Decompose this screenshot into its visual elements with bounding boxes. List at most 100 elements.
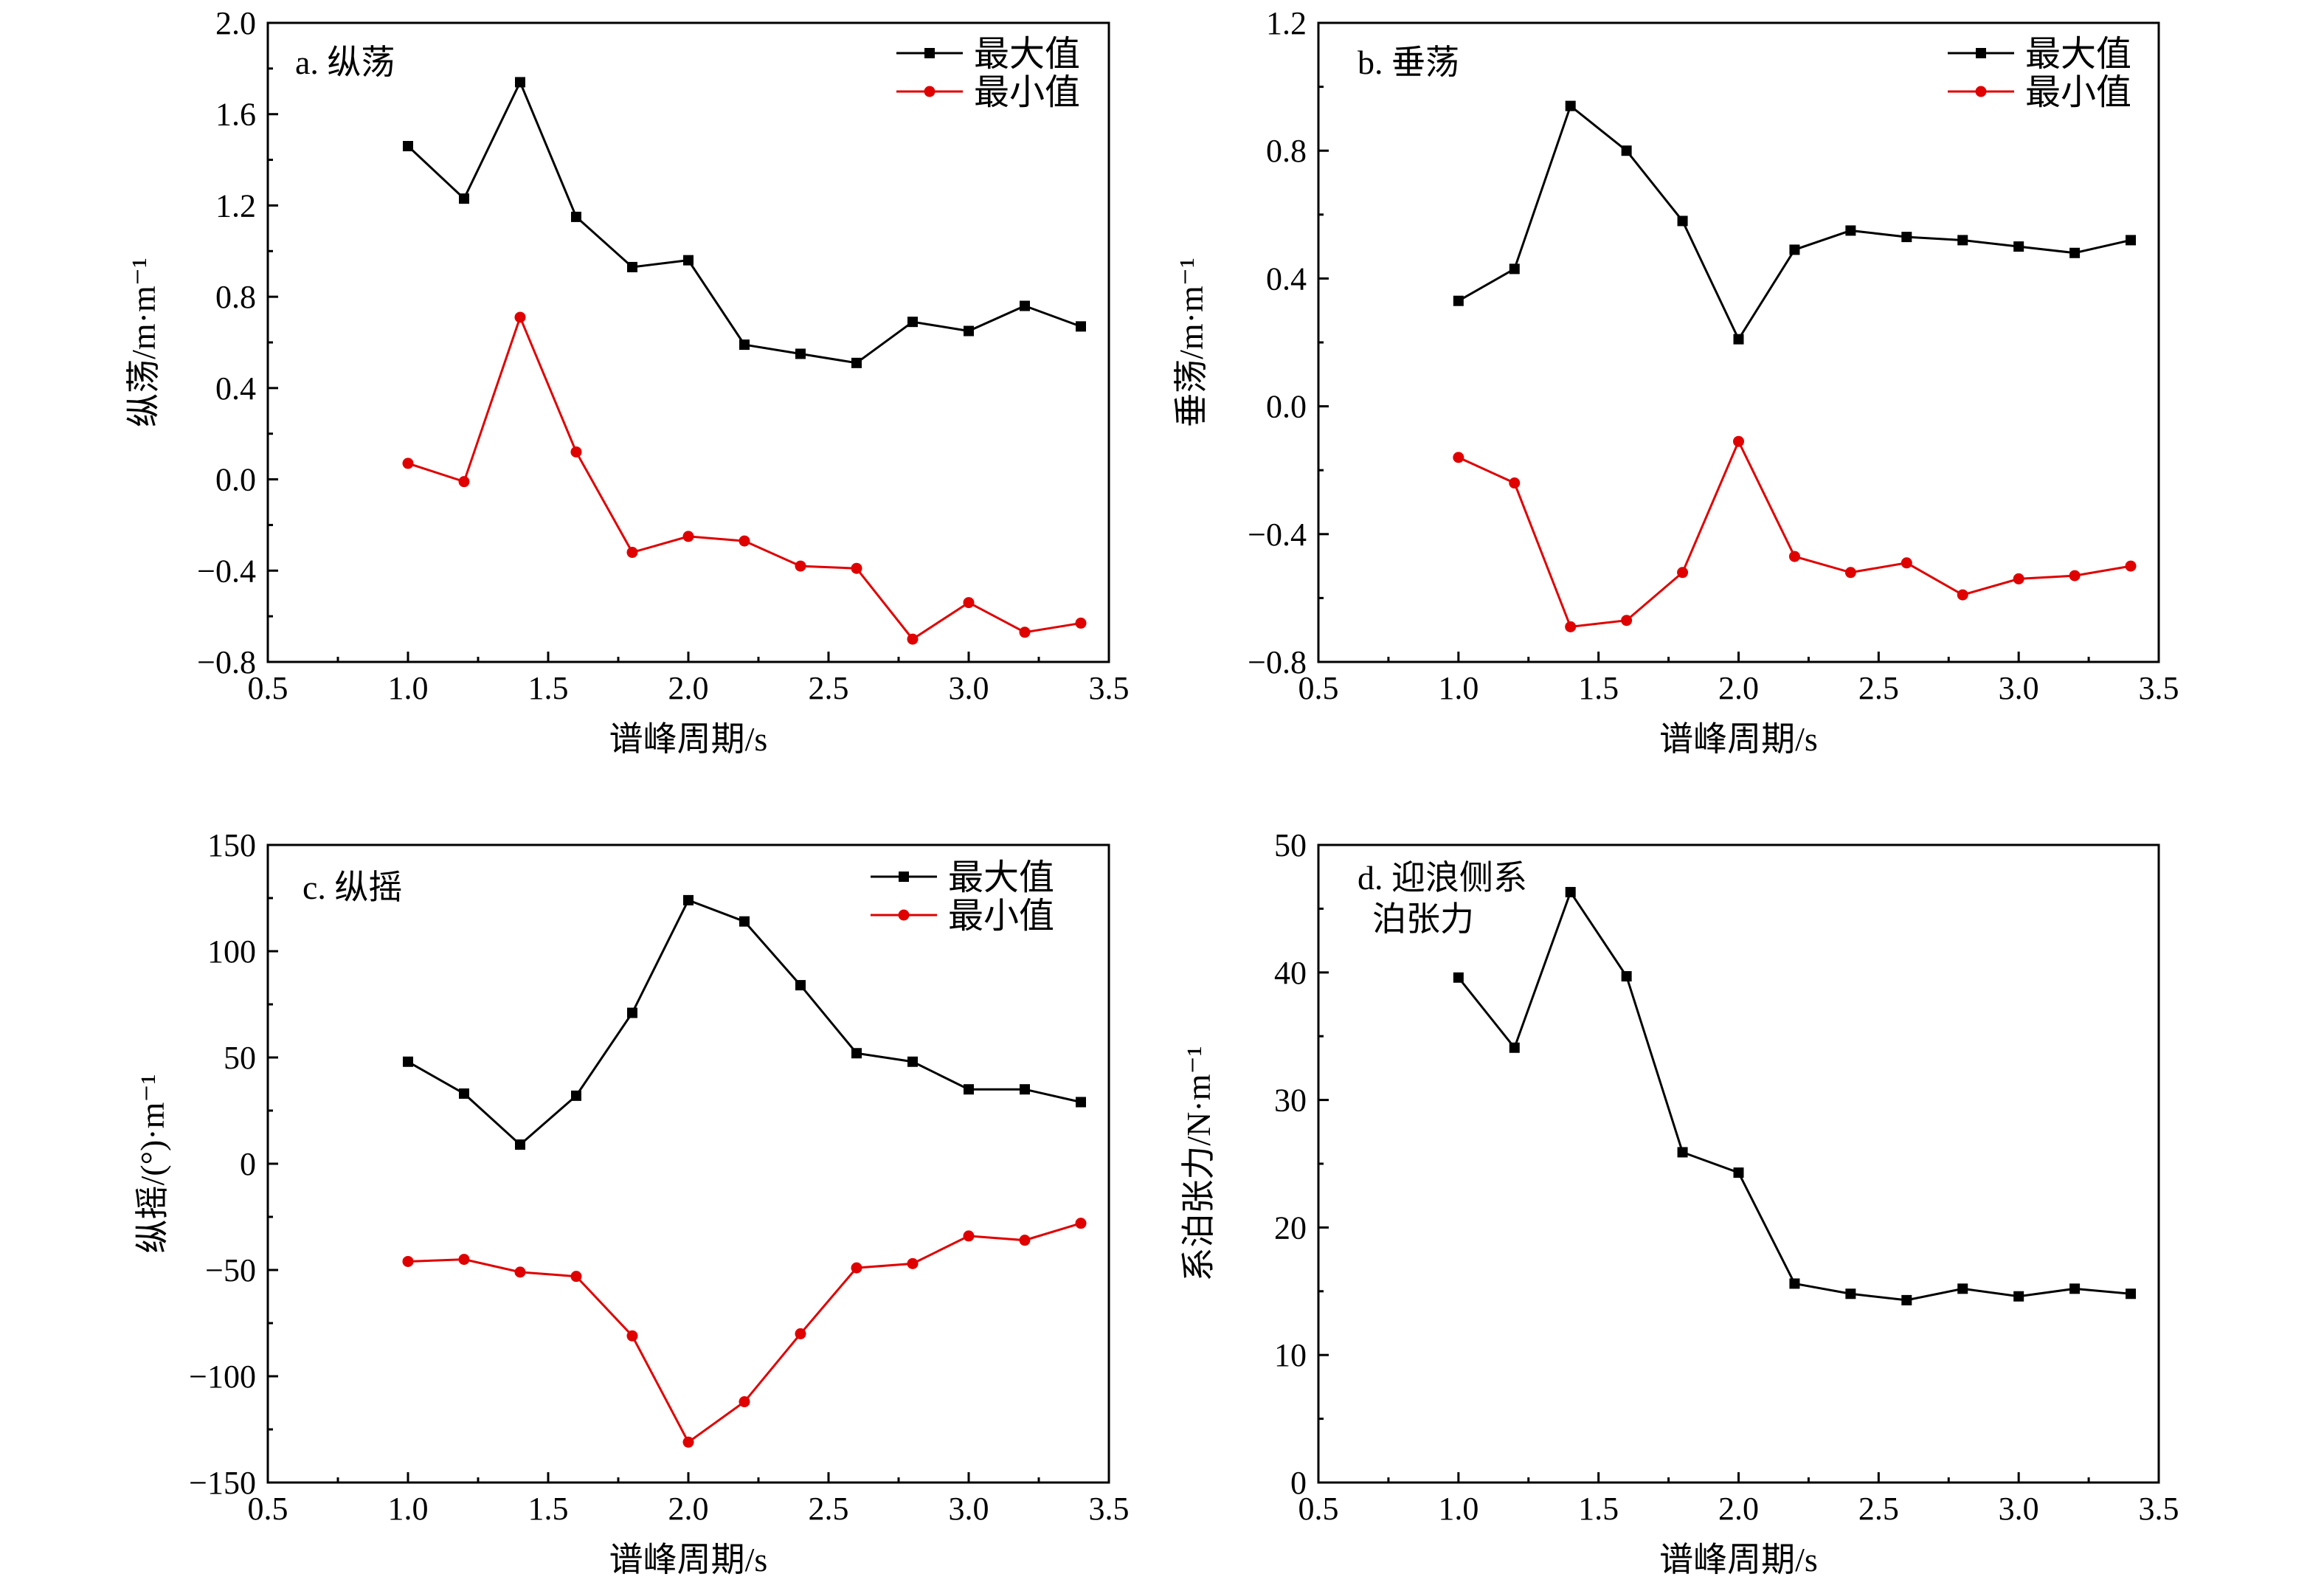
data-point [683, 255, 694, 266]
data-point [1677, 215, 1688, 227]
data-point [1901, 557, 1912, 569]
data-point [1733, 1167, 1744, 1178]
x-tick-label: 1.5 [528, 670, 569, 706]
x-tick-label: 1.0 [388, 670, 429, 706]
y-tick-label: −0.8 [197, 644, 256, 680]
panel-label: a. 纵荡 [295, 44, 395, 81]
data-point [851, 357, 862, 368]
data-point [1621, 145, 1632, 156]
y-tick-label: 100 [207, 933, 256, 970]
legend-label: 最大值 [974, 35, 1080, 74]
chart-panel-d: 0.5 1.0 1.5 2.0 2.5 3.0 3.5 0 10 20 30 40 50 谱峰周期/s 系泊… [1180, 827, 2179, 1578]
data-point [403, 1056, 413, 1067]
data-point [402, 1255, 414, 1267]
y-tick-label: −100 [189, 1359, 256, 1395]
data-point [571, 211, 581, 222]
data-point [458, 1254, 470, 1266]
y-tick-label: 0.8 [1266, 133, 1307, 169]
x-tick-label: 1.0 [388, 1491, 429, 1527]
y-tick-label: 2.0 [215, 5, 256, 41]
data-point [1733, 435, 1744, 447]
y-tick-label: 50 [1274, 827, 1307, 863]
y-tick-label: 1.2 [215, 187, 256, 224]
x-tick-label: 1.5 [1578, 1491, 1619, 1527]
legend-marker [899, 872, 909, 882]
data-point [1957, 589, 1968, 601]
data-point [626, 547, 638, 559]
data-point [1453, 452, 1464, 463]
panel-label-line: d. 迎浪侧系 [1358, 859, 1527, 897]
data-point [1509, 263, 1520, 275]
series-line [1457, 889, 2131, 1302]
chart-panel-b: 0.5 1.0 1.5 2.0 2.5 3.0 3.5 −0.8 −0.4 0.0 0.4 0.8 1.… [1172, 5, 2179, 758]
chart-panel-a: 0.5 1.0 1.5 2.0 2.5 3.0 3.5 −0.8 −0.4 0.0 0.4 0.8 1.… [125, 5, 1130, 758]
data-point [515, 1139, 525, 1150]
x-tick-label: 3.0 [1999, 1491, 2039, 1527]
data-point [514, 311, 526, 323]
legend-marker [924, 48, 935, 58]
y-tick-label: −0.4 [197, 553, 256, 589]
series-line [1458, 104, 2131, 342]
data-point [795, 980, 806, 991]
data-point [795, 1328, 806, 1339]
x-tick-label: 2.5 [809, 670, 849, 706]
data-point [964, 1084, 974, 1095]
x-tick-label: 3.0 [949, 1491, 989, 1527]
data-point [1957, 1283, 1968, 1294]
y-tick-label: 0.4 [1266, 260, 1307, 297]
data-point [2125, 560, 2137, 572]
y-tick-label: −0.8 [1248, 644, 1307, 680]
series-line [407, 898, 1082, 1147]
x-tick-label: 0.5 [1298, 1491, 1339, 1527]
y-axis-label: 系泊张力/N·m⁻¹ [1180, 1046, 1217, 1281]
data-point [459, 1088, 469, 1099]
legend-label: 最小值 [948, 897, 1054, 936]
series-line [407, 314, 1082, 641]
data-point [1075, 617, 1087, 629]
y-tick-label: 50 [224, 1040, 256, 1076]
data-point [1453, 295, 1464, 306]
x-tick-label: 1.0 [1438, 1491, 1479, 1527]
x-axis-label: 谱峰周期/s [609, 1541, 768, 1578]
x-tick-label: 1.5 [528, 1491, 569, 1527]
series-line [1458, 438, 2131, 628]
data-point [570, 446, 582, 458]
data-point [627, 261, 637, 272]
y-tick-label: −0.4 [1248, 517, 1307, 553]
series-line [407, 1222, 1082, 1444]
data-point [514, 1266, 526, 1278]
data-point [851, 562, 862, 574]
panel-label-line: 泊张力 [1372, 900, 1474, 938]
data-point [1565, 100, 1576, 111]
data-point [795, 348, 806, 359]
data-point [1075, 1218, 1087, 1229]
x-tick-label: 0.5 [248, 1491, 288, 1527]
data-point [1957, 235, 1968, 246]
data-point [683, 894, 694, 905]
data-point [964, 325, 974, 337]
data-point [2013, 573, 2024, 584]
data-point [907, 633, 919, 645]
data-point [907, 1257, 919, 1269]
data-point [1019, 627, 1031, 638]
data-point [1677, 1147, 1688, 1158]
data-point [1565, 621, 1577, 632]
data-point [1845, 1288, 1856, 1300]
panel-label: c. 纵摇 [302, 869, 402, 906]
plot-frame [1317, 843, 2160, 1484]
plot-frame [266, 843, 1110, 1484]
data-point [2126, 235, 2137, 246]
legend-label: 最小值 [2025, 73, 2131, 112]
data-point [963, 597, 975, 609]
data-point [1621, 970, 1632, 981]
data-point [739, 339, 750, 351]
x-tick-label: 2.0 [668, 1491, 709, 1527]
y-tick-label: 0.0 [215, 462, 256, 498]
data-point [2069, 570, 2081, 581]
x-axis-label: 谱峰周期/s [609, 720, 768, 758]
data-point [626, 1330, 638, 1342]
x-tick-label: 0.5 [248, 670, 288, 706]
data-point [1565, 886, 1576, 897]
y-tick-label: 1.6 [215, 97, 256, 133]
y-tick-label: −50 [205, 1252, 256, 1288]
